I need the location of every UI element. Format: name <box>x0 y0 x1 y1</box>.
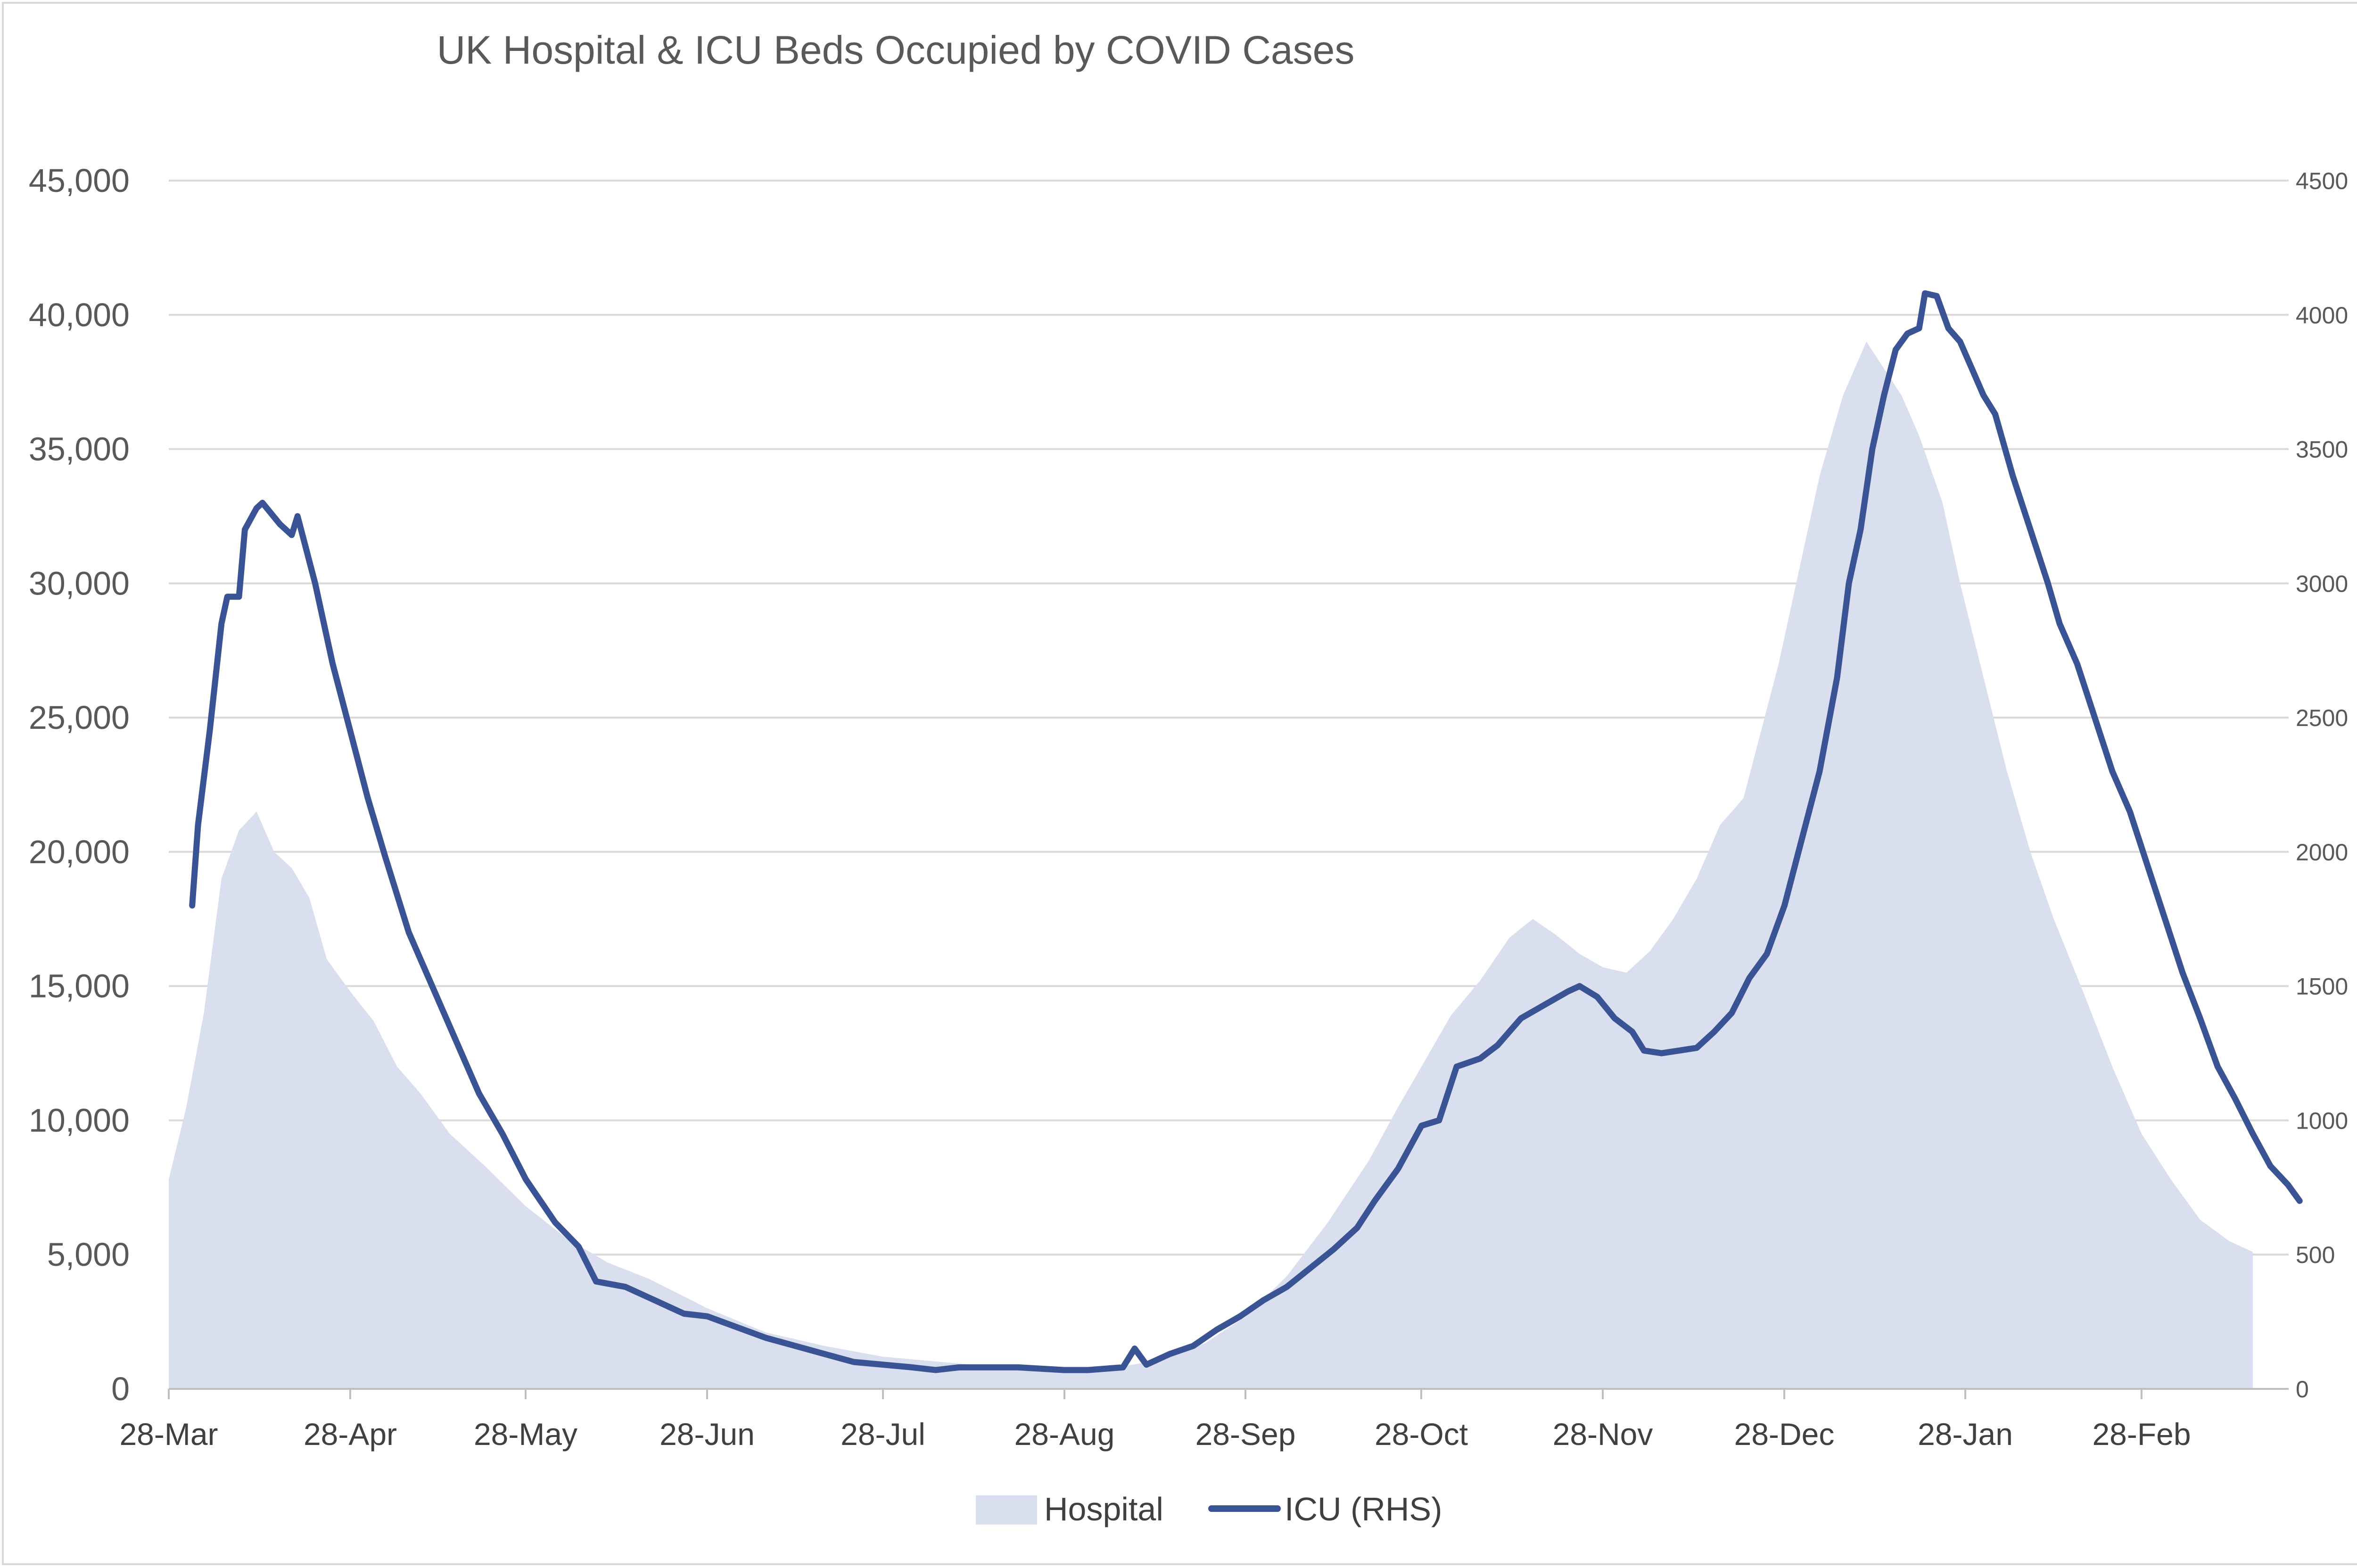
hospital-area <box>169 341 2253 1389</box>
y-tick-right: 3000 <box>2296 570 2348 597</box>
y-tick-left: 20,000 <box>29 834 130 870</box>
chart-title: UK Hospital & ICU Beds Occupied by COVID… <box>437 28 1355 72</box>
y-tick-left: 15,000 <box>29 968 130 1005</box>
x-tick-label: 28-Jan <box>1918 1417 2013 1452</box>
x-tick-label: 28-Mar <box>119 1417 218 1452</box>
y-tick-right: 2000 <box>2296 839 2348 866</box>
y-tick-right: 1500 <box>2296 974 2348 1000</box>
x-tick-label: 28-Dec <box>1734 1417 1835 1452</box>
icu-line <box>189 290 2303 1373</box>
x-tick-label: 28-Jun <box>659 1417 755 1452</box>
x-tick-label: 28-Apr <box>304 1417 397 1452</box>
x-tick-label: 28-Sep <box>1195 1417 1296 1452</box>
y-tick-left: 5,000 <box>47 1236 130 1273</box>
x-tick-label: 28-Feb <box>2092 1417 2191 1452</box>
legend: Hospital ICU (RHS) <box>976 1491 1442 1527</box>
y-tick-right: 2500 <box>2296 705 2348 731</box>
legend-label-icu: ICU (RHS) <box>1285 1491 1442 1527</box>
y-tick-left: 0 <box>111 1370 130 1407</box>
y-tick-left: 40,000 <box>29 297 130 333</box>
legend-label-hospital: Hospital <box>1044 1491 1163 1527</box>
legend-swatch-hospital <box>976 1495 1037 1525</box>
y-tick-right: 4000 <box>2296 302 2348 329</box>
x-tick-label: 28-Nov <box>1553 1417 1653 1452</box>
y-tick-left: 45,000 <box>29 162 130 199</box>
x-tick-label: 28-Oct <box>1375 1417 1468 1452</box>
y-tick-right: 3500 <box>2296 437 2348 463</box>
y-tick-right: 4500 <box>2296 168 2348 194</box>
y-tick-left: 25,000 <box>29 699 130 736</box>
y-tick-left: 30,000 <box>29 565 130 602</box>
y-tick-right: 0 <box>2296 1376 2309 1403</box>
hospital-area-layer <box>169 341 2253 1389</box>
x-tick-label: 28-Jul <box>841 1417 925 1452</box>
x-tick-label: 28-May <box>474 1417 577 1452</box>
y-tick-right: 500 <box>2296 1242 2335 1268</box>
x-tick-label: 28-Aug <box>1014 1417 1115 1452</box>
y-tick-left: 10,000 <box>29 1102 130 1139</box>
axes: 0 0 5,000 500 10,000 1000 15,000 1500 20,000 2000… <box>29 162 2348 1452</box>
y-tick-right: 1000 <box>2296 1107 2348 1134</box>
y-tick-left: 35,000 <box>29 431 130 468</box>
icu-line-layer <box>189 290 2303 1373</box>
